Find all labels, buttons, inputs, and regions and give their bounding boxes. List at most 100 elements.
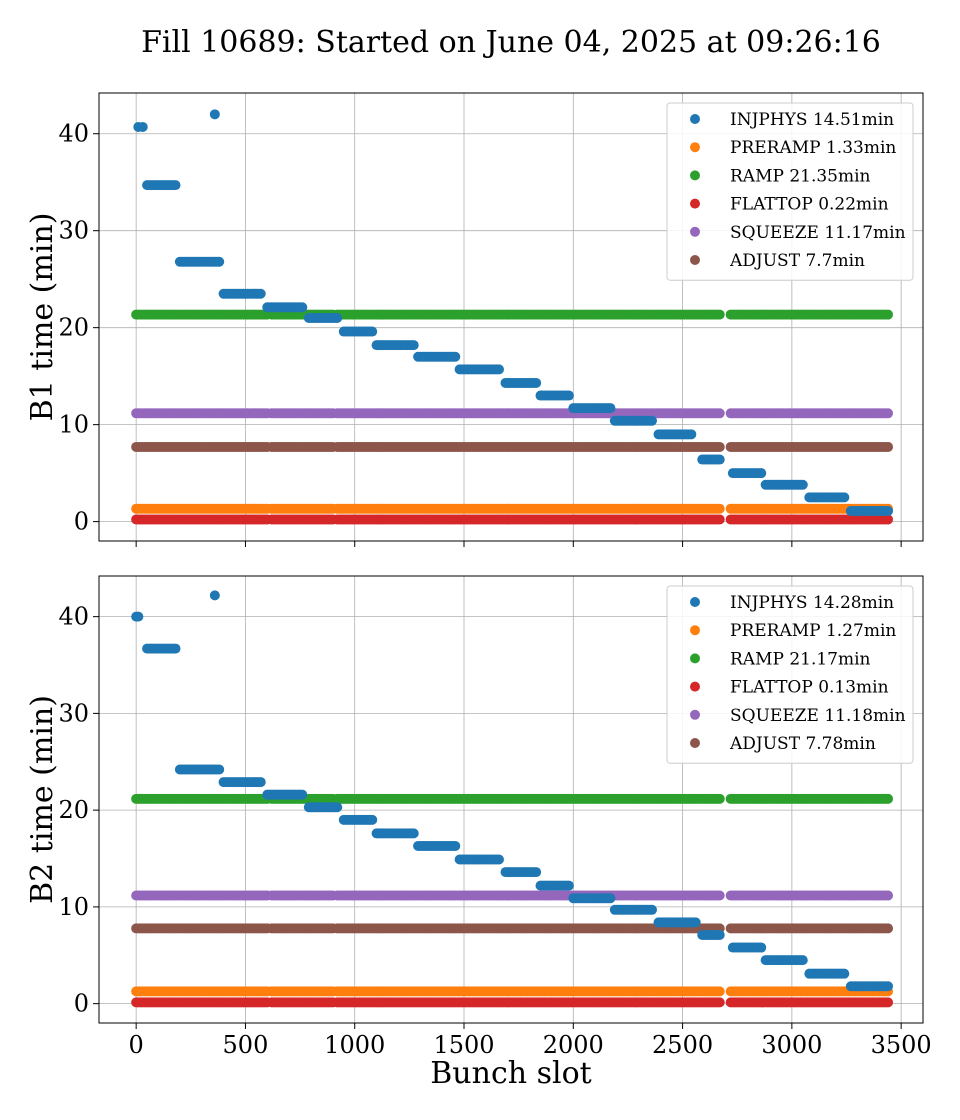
point-injphys [756,942,767,953]
legend-b1: INJPHYS 14.51min PRERAMP 1.33min RAMP 21.3… [666,102,914,281]
point-flattop [714,514,725,525]
point-ramp [883,309,894,320]
axes-frame-b2 [98,575,924,1024]
point-injphys [332,312,343,323]
legend-label-adjust: ADJUST 7.78min [729,734,876,754]
point-injphys [883,505,894,516]
y-tick-label: 40 [58,603,89,631]
point-squeeze [714,890,725,901]
legend-label-flattop: FLATTOP 0.13min [730,678,889,698]
point-injphys [209,109,220,120]
point-ramp [883,793,894,804]
point-injphys [714,929,725,940]
legend-marker-adjust [690,738,700,748]
legend-marker-ramp [690,653,700,664]
point-preramp [714,503,725,514]
legend-label-flattop: FLATTOP 0.22min [730,195,889,215]
point-injphys [332,802,343,813]
x-tick-label: 2500 [652,1031,713,1059]
legend-label-adjust: ADJUST 7.7min [729,251,865,271]
point-injphys [450,351,461,362]
point-squeeze [883,408,894,419]
point-injphys [367,326,378,337]
point-injphys [297,302,308,313]
point-injphys [839,968,850,979]
ticks-b1: 0 10 20 30 40 [58,120,902,547]
point-injphys [714,454,725,465]
point-injphys [408,340,419,351]
point-squeeze [883,890,894,901]
point-flattop [714,997,725,1008]
x-tick-label: 1500 [433,1031,494,1059]
point-flattop [883,997,894,1008]
y-axis-label-b1: B1 time (min) [25,213,60,422]
legend-marker-injphys [690,597,700,607]
y-tick-label: 30 [58,699,89,727]
y-tick-label: 40 [58,120,89,148]
point-adjust [883,441,894,452]
legend-marker-squeeze [690,709,700,720]
point-injphys [563,390,574,401]
legend-marker-flattop [690,198,700,209]
point-injphys [756,468,767,479]
legend-marker-squeeze [690,226,700,237]
x-tick-label: 500 [223,1031,269,1059]
point-flattop [883,514,894,525]
legend-box [666,585,914,764]
legend-marker-injphys [690,114,700,124]
x-tick-label: 0 [129,1031,144,1059]
y-tick-label: 20 [58,796,89,824]
legend-label-ramp: RAMP 21.17min [730,649,871,669]
x-axis-label: Bunch slot [430,1056,591,1091]
point-injphys [531,867,542,878]
point-injphys [408,828,419,839]
point-injphys [297,789,308,800]
point-injphys [214,256,225,267]
legend-box [666,102,914,281]
point-injphys [255,288,266,299]
axes-frame-b1 [98,92,924,542]
point-adjust [714,441,725,452]
legend-label-squeeze: SQUEEZE 11.18min [730,706,906,726]
x-tick-label: 1000 [324,1031,385,1059]
y-tick-label: 20 [58,314,89,342]
legend-label-preramp: PRERAMP 1.27min [730,621,896,641]
y-tick-label: 0 [74,508,89,536]
x-tick-label: 3000 [761,1031,822,1059]
legend-marker-adjust [690,255,700,265]
point-injphys [531,377,542,388]
legend-marker-preramp [690,625,700,636]
point-injphys [797,479,808,490]
y-tick-label: 30 [58,217,89,245]
ticks-b2: 0 500 1000 1500 2000 2500 3000 3500 0 10 20 30 40 [58,603,931,1059]
point-injphys [133,611,144,622]
legend-marker-preramp [690,142,700,153]
point-injphys [883,981,894,992]
y-tick-label: 10 [58,411,89,439]
y-tick-label: 10 [58,893,89,921]
y-tick-label: 0 [74,990,89,1018]
legend-label-ramp: RAMP 21.35min [730,166,871,186]
figure-title: Fill 10689: Started on June 04, 2025 at … [141,25,881,60]
point-injphys [170,643,181,654]
plot-b2: 0 500 1000 1500 2000 2500 3000 3500 0 10 20 30 40 B2… [25,575,932,1059]
point-ramp [714,793,725,804]
point-injphys [839,492,850,503]
x-tick-label: 2000 [543,1031,604,1059]
point-injphys [493,364,504,375]
point-injphys [605,403,616,414]
legend-marker-ramp [690,170,700,181]
legend-label-injphys: INJPHYS 14.28min [730,593,894,613]
point-injphys [646,415,657,426]
legend-label-squeeze: SQUEEZE 11.17min [730,223,906,243]
point-injphys [797,955,808,966]
markers-b1 [131,109,894,525]
legend-label-injphys: INJPHYS 14.51min [730,110,894,130]
legend-b2: INJPHYS 14.28min PRERAMP 1.27min RAMP 21.1… [666,585,914,764]
markers-b2 [131,590,894,1008]
point-injphys [255,777,266,788]
point-injphys [209,590,220,601]
point-injphys [493,854,504,865]
point-injphys [690,917,701,928]
